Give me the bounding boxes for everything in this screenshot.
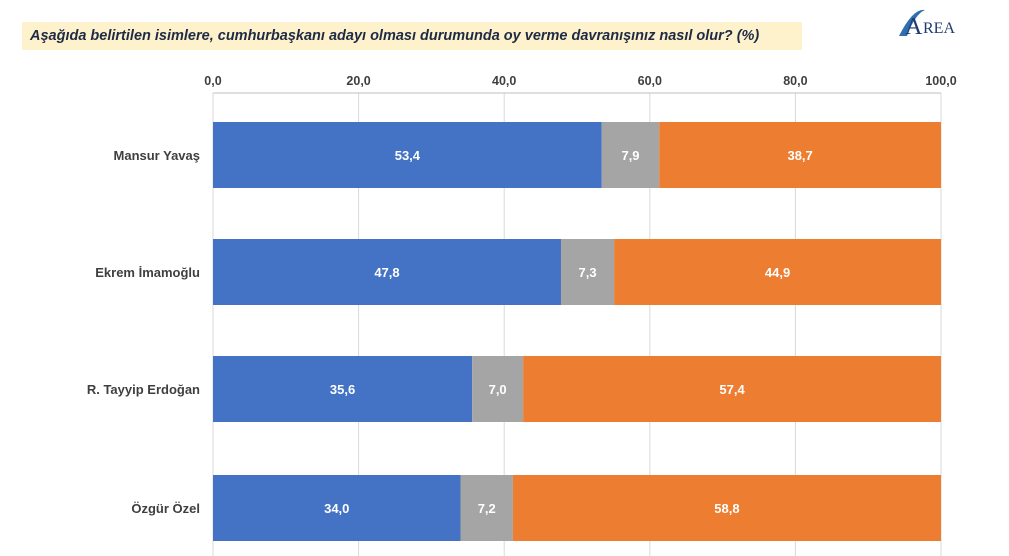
category-label: Özgür Özel: [131, 501, 200, 516]
bar-segment: [512, 475, 941, 541]
bar-segment: [213, 122, 602, 188]
data-label: 53,4: [395, 148, 421, 163]
data-label: 7,2: [478, 501, 496, 516]
bar-segment: [472, 356, 524, 422]
area-logo: A REA: [895, 6, 975, 42]
chart-title-banner: Aşağıda belirtilen isimlere, cumhurbaşka…: [22, 22, 802, 50]
category-label: Ekrem İmamoğlu: [95, 265, 200, 280]
bar-segment: [213, 356, 473, 422]
x-tick-label: 20,0: [346, 74, 370, 88]
data-label: 34,0: [324, 501, 349, 516]
logo-text: REA: [923, 20, 955, 37]
x-tick-label: 60,0: [638, 74, 662, 88]
data-label: 58,8: [714, 501, 739, 516]
data-label: 38,7: [787, 148, 812, 163]
data-label: 35,6: [330, 382, 355, 397]
bar-segment: [560, 239, 615, 305]
data-label: 7,0: [489, 382, 507, 397]
bar-segment: [213, 239, 561, 305]
bar-segment: [523, 356, 941, 422]
x-tick-label: 100,0: [925, 74, 956, 88]
data-label: 7,9: [621, 148, 639, 163]
x-tick-label: 80,0: [783, 74, 807, 88]
x-tick-label: 40,0: [492, 74, 516, 88]
logo-letter-a: A: [905, 14, 923, 40]
bar-segment: [213, 475, 461, 541]
logo-swoosh-icon: [899, 9, 925, 36]
category-label: R. Tayyip Erdoğan: [87, 382, 200, 397]
data-label: 47,8: [374, 265, 399, 280]
category-label: Mansur Yavaş: [114, 148, 200, 163]
data-label: 57,4: [719, 382, 745, 397]
data-label: 7,3: [579, 265, 597, 280]
data-label: 44,9: [765, 265, 790, 280]
chart-title: Aşağıda belirtilen isimlere, cumhurbaşka…: [30, 28, 760, 44]
bar-segment: [460, 475, 513, 541]
x-tick-label: 0,0: [204, 74, 221, 88]
bar-segment: [659, 122, 941, 188]
bar-segment: [601, 122, 660, 188]
bar-segment: [614, 239, 941, 305]
